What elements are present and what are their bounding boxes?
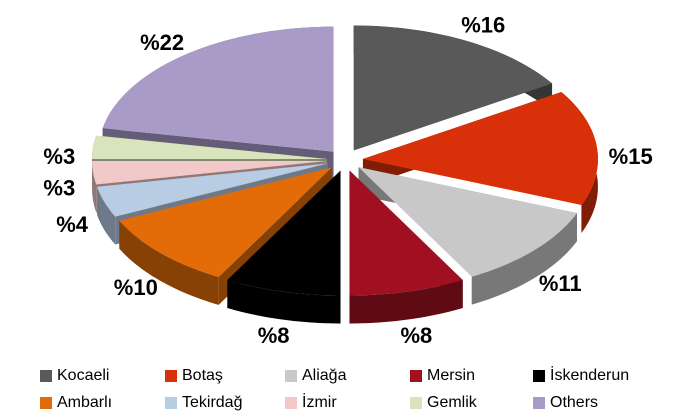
slice (227, 170, 341, 296)
slice-side (97, 186, 116, 245)
slice (362, 92, 598, 205)
data-label: %15 (609, 144, 653, 169)
data-label: %3 (43, 176, 75, 201)
slice (92, 161, 328, 185)
legend-label: Tekirdağ (182, 394, 242, 411)
legend-swatch (285, 397, 297, 409)
slice (349, 170, 463, 296)
legend-swatch (410, 397, 422, 409)
data-label: %10 (114, 275, 158, 300)
slice (353, 25, 553, 151)
legend-label: Others (550, 394, 598, 411)
data-label: %3 (43, 144, 75, 169)
slice-side (227, 279, 341, 324)
data-label: %8 (400, 323, 432, 348)
data-label: %11 (539, 271, 582, 296)
legend-label: Kocaeli (57, 367, 109, 384)
slice (358, 167, 577, 277)
data-label: %16 (461, 12, 505, 37)
slice (102, 26, 334, 152)
legend-swatch (285, 370, 297, 382)
legend-label: Mersin (427, 367, 475, 384)
slice (119, 167, 332, 277)
legend-label: İzmir (302, 392, 337, 411)
legend-label: Botaş (182, 367, 223, 384)
legend-label: Gemlik (427, 394, 478, 411)
legend-swatch (40, 397, 52, 409)
data-label: %4 (56, 212, 89, 237)
data-label: %8 (258, 323, 290, 348)
legend-swatch (533, 397, 545, 409)
data-label: %22 (140, 30, 184, 55)
legend-swatch (165, 397, 177, 409)
legend-swatch (40, 370, 52, 382)
legend-label: Aliağa (302, 367, 347, 384)
slice (92, 135, 328, 159)
slice-side (92, 161, 97, 213)
slice-side (471, 213, 577, 305)
legend-swatch (533, 370, 545, 382)
slice-side (119, 220, 219, 305)
legend-swatch (165, 370, 177, 382)
legend-label: Ambarlı (57, 394, 112, 411)
slice (97, 163, 328, 217)
legend-label: İskenderun (550, 365, 629, 384)
slice-side (349, 279, 463, 324)
legend-swatch (410, 370, 422, 382)
